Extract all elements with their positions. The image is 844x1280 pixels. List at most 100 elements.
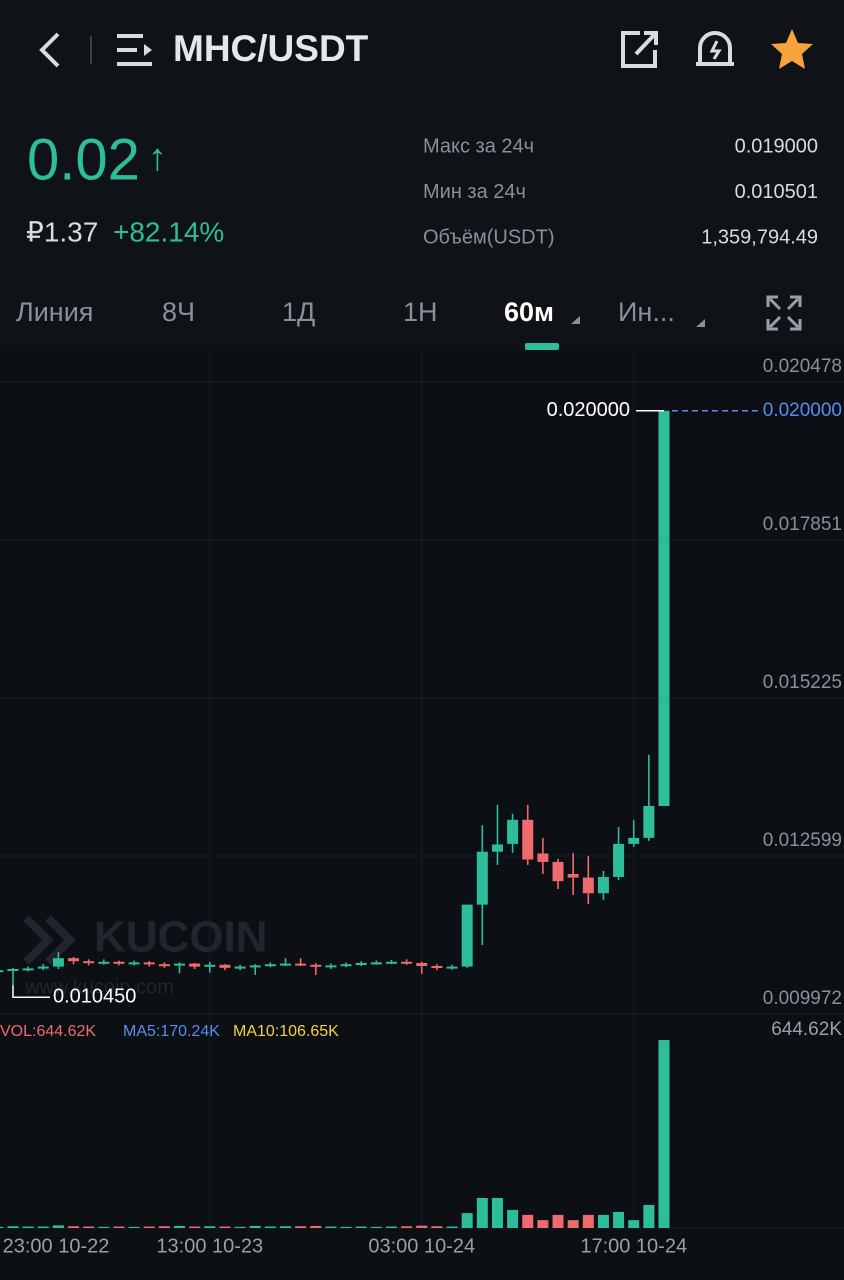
volume-bar — [355, 1226, 367, 1228]
candle-body — [431, 965, 443, 968]
candle-body — [158, 964, 170, 967]
volume-bar — [416, 1225, 428, 1228]
candle-body — [522, 819, 534, 860]
candle-body — [537, 853, 549, 862]
candle-body — [219, 964, 231, 968]
candle-body — [7, 969, 19, 972]
candle-body — [22, 968, 34, 971]
candle-body — [37, 966, 49, 969]
volume-bar — [158, 1226, 170, 1228]
volume-bar — [340, 1226, 352, 1228]
stat-label: Мин за 24ч — [423, 181, 526, 203]
volume-bar — [476, 1197, 488, 1228]
volume-tick-label: 644.62K — [771, 1019, 842, 1040]
candle-body — [325, 965, 337, 968]
volume-bar — [643, 1204, 655, 1228]
candle-body — [613, 843, 625, 877]
stat-value: 0.010501 — [735, 181, 818, 203]
candle-body — [128, 962, 140, 965]
share-button[interactable] — [621, 31, 658, 68]
active-tab-indicator — [525, 343, 559, 350]
volume-bar — [431, 1226, 443, 1228]
watermark-url: www.kucoin.com — [24, 976, 174, 998]
dropdown-icon — [571, 316, 580, 324]
volume-bar — [597, 1214, 609, 1228]
candle-body — [295, 963, 307, 966]
volume-bar — [491, 1197, 503, 1228]
volume-bar — [385, 1226, 397, 1228]
x-tick-label: 03:00 10-24 — [368, 1235, 475, 1257]
price-arrow: ↑ — [148, 137, 167, 179]
candle-body — [643, 805, 655, 838]
volume-bar — [52, 1225, 64, 1228]
last-price-label: 0.020000 — [547, 399, 630, 421]
x-tick-label: 23:00 10-22 — [3, 1235, 110, 1257]
candle-body — [582, 877, 594, 894]
candle-body — [52, 958, 64, 967]
candle-body — [476, 851, 488, 905]
candle-body — [234, 966, 246, 969]
change-percent: +82.14% — [113, 216, 224, 247]
alert-button[interactable] — [696, 31, 734, 66]
volume-bar — [219, 1226, 231, 1228]
volume-bar — [264, 1226, 276, 1228]
menu-button[interactable] — [117, 34, 152, 66]
candle-body — [189, 963, 201, 967]
timeframe-tab[interactable]: Ин... — [618, 297, 675, 327]
volume-bar — [174, 1225, 186, 1228]
low-marker-line — [12, 985, 50, 998]
ma10-legend: MA10:106.65K — [233, 1023, 339, 1040]
volume-bar — [7, 1226, 19, 1228]
y-tick-label: 0.012599 — [763, 830, 842, 851]
timeframe-tab[interactable]: 60м — [504, 297, 554, 327]
volume-bar — [0, 1226, 4, 1228]
volume-bar — [446, 1226, 458, 1228]
volume-bar — [401, 1226, 413, 1228]
volume-bar — [143, 1226, 155, 1228]
timeframe-tab[interactable]: 8Ч — [162, 297, 195, 327]
watermark: KUCOIN www.kucoin.com — [23, 913, 268, 998]
back-button[interactable] — [39, 32, 60, 68]
candle-body — [0, 970, 4, 973]
volume-bar — [234, 1226, 246, 1228]
timeframe-tab[interactable]: 1Н — [403, 297, 438, 327]
volume-bar — [461, 1213, 473, 1228]
dropdown-icon — [696, 319, 705, 327]
candle-body — [98, 961, 110, 964]
candle-body — [280, 963, 291, 966]
candle-body — [68, 958, 80, 962]
volume-bar — [628, 1220, 640, 1228]
volume-bar — [370, 1226, 382, 1228]
candle-body — [507, 819, 519, 844]
candle-body — [113, 961, 125, 964]
candle-body — [355, 962, 367, 965]
candle-body — [340, 964, 352, 967]
watermark-text: KUCOIN — [94, 913, 268, 962]
volume-bar — [280, 1226, 291, 1228]
volume-bar — [613, 1211, 625, 1228]
candle-body — [658, 410, 670, 806]
volume-legend: VOL:644.62K — [0, 1023, 96, 1040]
favorite-star[interactable] — [771, 29, 813, 69]
candle-body — [461, 904, 473, 967]
timeframe-tab[interactable]: Линия — [16, 297, 93, 327]
volume-bar — [567, 1220, 579, 1228]
volume-bar — [310, 1225, 322, 1228]
y-tick-label: 0.017851 — [763, 514, 842, 535]
fullscreen-button[interactable] — [766, 295, 802, 331]
volume-bar — [98, 1226, 110, 1228]
ma5-legend: MA5:170.24K — [123, 1023, 220, 1040]
stat-label: Объём(USDT) — [423, 226, 554, 248]
candle-body — [264, 964, 276, 967]
low-marker-label: 0.010450 — [53, 986, 136, 1008]
timeframe-tab[interactable]: 1Д — [282, 297, 315, 327]
x-tick-label: 17:00 10-24 — [580, 1235, 687, 1257]
candle-body — [143, 962, 155, 965]
candle-body — [385, 961, 397, 964]
fiat-price: ₽1.37 — [26, 216, 98, 247]
volume-bar — [658, 1040, 670, 1228]
last-price-axis-label: 0.020000 — [763, 400, 842, 421]
candle-body — [370, 962, 382, 965]
